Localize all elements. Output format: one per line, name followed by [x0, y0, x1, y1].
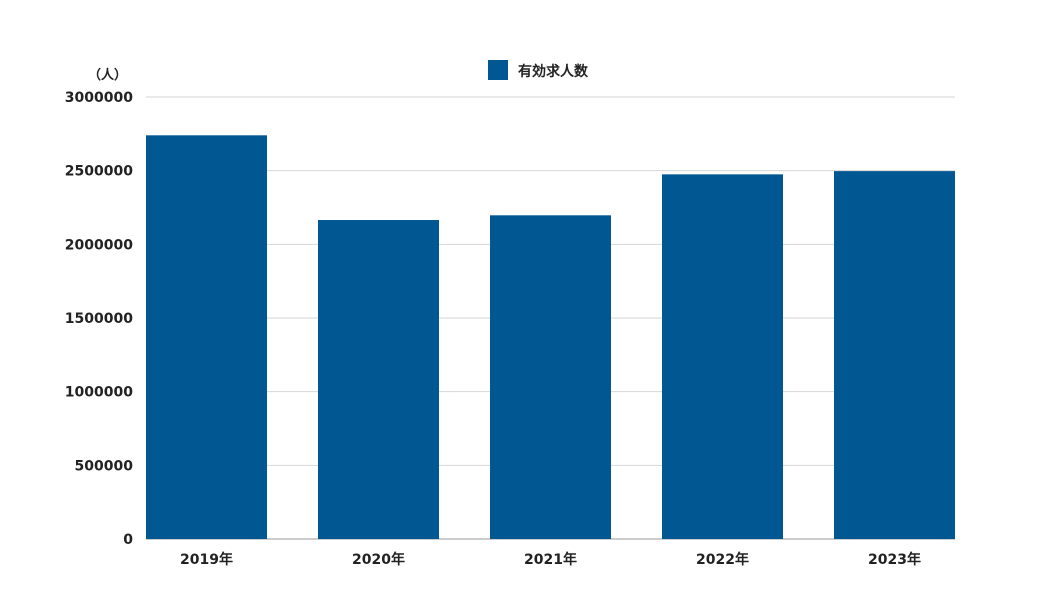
- bar-2021年: [490, 215, 611, 540]
- x-tick-label: 2019年: [180, 551, 233, 568]
- bars: [146, 135, 955, 540]
- y-tick-label: 3000000: [65, 90, 133, 106]
- y-tick-label: 0: [123, 532, 133, 548]
- y-tick-label: 1000000: [65, 385, 133, 401]
- y-tick-labels: 0 500000 1000000 1500000 2000000 2500000 30000…: [65, 90, 133, 548]
- bar-2022年: [662, 174, 783, 539]
- x-tick-label: 2020年: [352, 551, 405, 568]
- bar-2020年: [318, 220, 439, 540]
- bar-2023年: [834, 171, 955, 539]
- x-tick-label: 2021年: [524, 551, 577, 568]
- y-tick-label: 500000: [75, 458, 134, 474]
- legend-label: 有効求人数: [518, 63, 589, 80]
- y-tick-label: 2500000: [65, 164, 133, 180]
- y-tick-label: 2000000: [65, 237, 133, 253]
- y-unit-label: （人）: [88, 67, 127, 83]
- legend: 有効求人数: [488, 60, 589, 80]
- legend-swatch: [488, 60, 508, 80]
- bar-2019年: [146, 135, 267, 539]
- x-tick-label: 2022年: [696, 551, 749, 568]
- y-tick-label: 1500000: [65, 311, 133, 327]
- x-tick-label: 2023年: [868, 551, 921, 568]
- x-tick-labels: 2019年 2020年 2021年 2022年 2023年: [180, 551, 921, 568]
